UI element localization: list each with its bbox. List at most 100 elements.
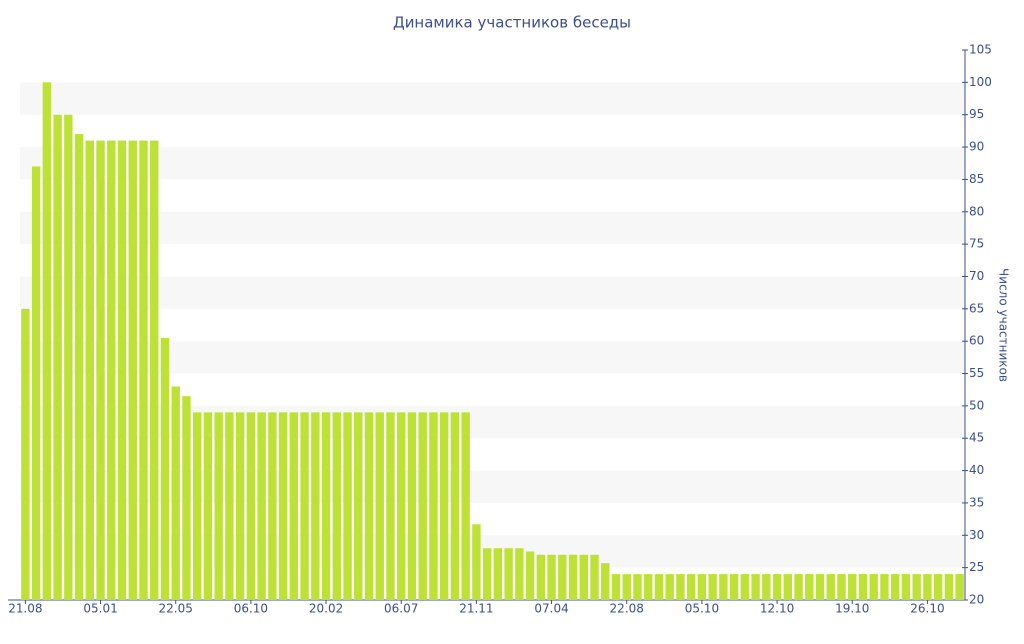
bar [891,574,900,600]
bar [397,412,406,600]
bar [439,412,449,600]
bar [547,554,556,600]
bar [182,396,191,600]
bar [343,412,352,600]
bar [783,574,793,600]
bar [418,412,427,600]
x-tick-label: 06.07 [384,602,418,616]
x-tick-label: 06.10 [234,602,268,616]
bar [472,524,481,600]
y-tick-label: 90 [969,140,984,154]
bar [697,574,707,600]
bar [676,574,685,600]
y-tick-label: 40 [969,463,984,477]
bar [848,574,857,600]
bar [139,140,148,600]
bar [536,554,546,600]
bar [42,82,52,600]
x-tick-label: 12.10 [760,602,794,616]
bar [611,574,621,600]
grid-band [20,341,965,374]
bar [729,574,739,600]
y-tick-label: 35 [969,495,984,509]
bar [354,412,363,600]
bar [805,574,814,600]
bar [278,412,288,600]
bar [407,412,417,600]
y-tick-label: 20 [969,593,984,607]
x-tick-label: 26.10 [910,602,944,616]
y-tick-label: 45 [969,431,984,445]
bar [686,574,696,600]
y-tick-label: 50 [969,398,984,412]
bar [955,574,964,600]
bar [300,412,309,600]
bar [944,574,954,600]
bar [171,386,180,600]
bar [96,140,105,600]
bar [107,140,116,600]
bar [923,574,932,600]
bar [64,114,73,601]
grid-band [20,147,965,180]
bar [235,412,245,600]
bar [117,140,127,600]
bar [601,563,610,600]
y-tick-label: 60 [969,334,984,348]
bar [880,574,889,600]
y-axis-label: Число участников [997,268,1011,382]
bar [311,412,320,600]
bar [289,412,299,600]
bar [31,166,41,600]
x-tick-label: 05.10 [685,602,719,616]
y-tick-label: 100 [969,75,992,89]
bar [869,574,878,600]
bar [751,574,760,600]
bar [482,548,492,600]
bar [74,134,84,600]
bar [794,574,803,600]
bar [321,412,331,600]
bar [246,412,256,600]
bar [257,412,266,600]
bar [21,308,30,600]
y-tick-label: 65 [969,301,984,315]
bar [772,574,782,600]
bar [332,412,341,600]
y-tick-label: 105 [969,43,992,57]
bar [386,412,395,600]
bar [858,574,868,600]
x-tick-label: 07.04 [534,602,568,616]
chart-title: Динамика участников беседы [393,14,631,32]
bar [633,574,642,600]
bar [901,574,911,600]
bar [504,548,513,600]
bar [568,554,578,600]
bar [654,574,664,600]
y-tick-label: 55 [969,366,984,380]
bar [762,574,771,600]
x-tick-label: 20.02 [309,602,343,616]
bar [579,554,588,600]
x-tick-label: 21.11 [459,602,493,616]
grid-band [20,276,965,309]
bar [461,412,470,600]
x-tick-label: 22.08 [610,602,644,616]
bar [493,548,503,600]
y-tick-label: 95 [969,107,984,121]
bar [214,412,223,600]
y-tick-label: 85 [969,172,984,186]
bar [85,140,94,600]
bar [826,574,835,600]
x-tick-label: 19.10 [835,602,869,616]
bar [837,574,846,600]
bar [128,140,137,600]
y-tick-label: 75 [969,237,984,251]
bar [740,574,750,600]
x-tick-label: 22.05 [159,602,193,616]
bar [53,114,62,601]
y-tick-label: 30 [969,528,984,542]
x-tick-label: 21.08 [8,602,42,616]
bar [815,574,825,600]
